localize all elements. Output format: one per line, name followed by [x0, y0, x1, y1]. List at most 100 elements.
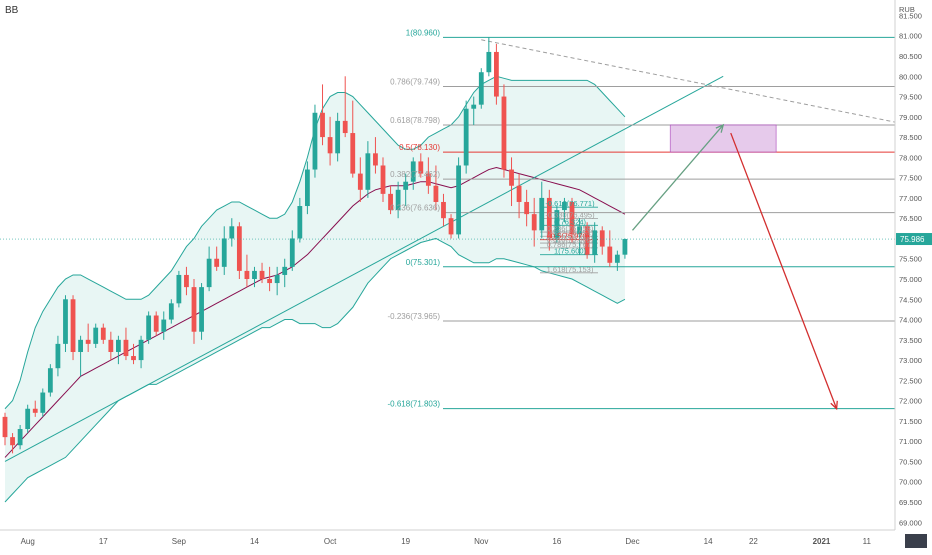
price-tick-label: 71.500	[899, 417, 922, 426]
candle-body	[206, 258, 212, 288]
forecast-arrow-up-head	[715, 123, 725, 133]
candle-body	[569, 201, 575, 235]
candle-body	[312, 112, 318, 170]
fib-small-label: -0.618(76.771)	[545, 199, 595, 208]
time-tick-label: 11	[863, 537, 872, 546]
candle-body	[501, 96, 507, 170]
time-tick-label: 14	[250, 537, 259, 546]
fib-small-label: 0.5(75.970)	[551, 232, 590, 241]
fib-level-label: 0.382(77.462)	[390, 170, 440, 179]
candle-body	[267, 279, 272, 284]
candle-body	[116, 339, 121, 352]
time-tick-label: 2021	[813, 537, 831, 546]
candle-body	[199, 287, 204, 332]
price-tick-label: 69.000	[899, 518, 922, 527]
price-tick-label: 76.500	[899, 214, 922, 223]
candle-body	[47, 368, 53, 393]
candle-body	[418, 161, 424, 174]
candle-body	[486, 51, 492, 73]
candle-body	[327, 137, 333, 154]
price-tick-label: 74.000	[899, 316, 922, 325]
candle-body	[539, 197, 545, 231]
plot-area	[0, 36, 895, 503]
current-price-badge	[896, 233, 932, 246]
candle-body	[17, 429, 23, 446]
candle-body	[108, 339, 114, 352]
candle-body	[592, 230, 598, 255]
candle-body	[584, 226, 590, 255]
candle-body	[342, 120, 348, 134]
indicator-label: BB	[5, 5, 19, 16]
candle-body	[494, 51, 499, 97]
fib-small-label: 0.382(76.054)	[547, 228, 594, 237]
candle-body	[531, 214, 537, 231]
candle-body	[2, 416, 8, 438]
fib-level-label: 0.236(76.636)	[390, 204, 440, 213]
time-tick-label: 19	[401, 537, 410, 546]
time-tick-label: Dec	[625, 537, 639, 546]
candle-body	[509, 169, 514, 186]
candle-body	[433, 185, 439, 202]
fib-level-label: 0.786(79.749)	[390, 77, 440, 86]
candle-body	[456, 165, 461, 235]
candle-body	[32, 408, 38, 413]
fib-small-label: 0.618(75.886)	[547, 235, 594, 244]
price-tick-label: 79.500	[899, 93, 922, 102]
candle-body	[305, 169, 310, 207]
time-tick-label: Nov	[474, 537, 488, 546]
bollinger-fill	[5, 76, 625, 503]
fib-level-label: 0(75.301)	[406, 258, 441, 267]
candle-body	[350, 133, 356, 174]
candle-body	[357, 173, 363, 190]
price-tick-label: 77.000	[899, 194, 922, 203]
fib-small-label: 1(75.600)	[554, 247, 587, 256]
candle-body	[380, 165, 386, 194]
candle-body	[622, 239, 628, 255]
candle-body	[123, 339, 129, 357]
candle-body	[138, 339, 144, 361]
candle-body	[168, 303, 174, 320]
candle-body	[441, 201, 446, 219]
candle-body	[395, 189, 401, 211]
price-tick-label: 75.500	[899, 255, 922, 264]
candle-body	[516, 185, 522, 202]
candle-body	[524, 201, 530, 215]
fib-level-label: -0.618(71.803)	[388, 400, 441, 409]
candle-body	[10, 437, 15, 446]
price-tick-label: 73.500	[899, 336, 922, 345]
candle-body	[274, 274, 280, 284]
candle-body	[297, 206, 303, 239]
fib-small-label: 0.786(75.767)	[547, 240, 594, 249]
price-tick-label: 72.500	[899, 376, 922, 385]
fib-level-label: -0.236(73.965)	[388, 312, 441, 321]
currency-label: RUB	[899, 5, 915, 14]
candle-body	[403, 181, 409, 190]
candle-body	[577, 226, 582, 235]
price-tick-label: 69.500	[899, 498, 922, 507]
time-tick-label: 14	[704, 537, 713, 546]
fib-small-label: 0(76.324)	[554, 217, 587, 226]
candle-body	[373, 153, 378, 166]
candle-body	[282, 266, 288, 275]
price-tick-label: 80.000	[899, 72, 922, 81]
forecast-arrow-down-head	[830, 400, 838, 411]
time-tick-label: Sep	[172, 537, 187, 546]
candle-body	[554, 210, 560, 239]
time-tick-label: 17	[99, 537, 108, 546]
candle-body	[70, 299, 76, 352]
candle-body	[93, 327, 99, 344]
fib-small-label: 0.236(76.158)	[547, 224, 594, 233]
candle-body	[63, 299, 68, 344]
candle-body	[448, 218, 454, 235]
candle-body	[607, 246, 613, 263]
candle-body	[153, 315, 159, 332]
candle-body	[471, 104, 477, 109]
fib-small-label: -0.330(76.495)	[545, 210, 595, 219]
price-tick-label: 78.500	[899, 133, 922, 142]
candle-body	[259, 270, 265, 280]
candle-body	[244, 270, 250, 280]
candle-body	[214, 258, 220, 267]
moving-average-line	[4, 166, 626, 458]
